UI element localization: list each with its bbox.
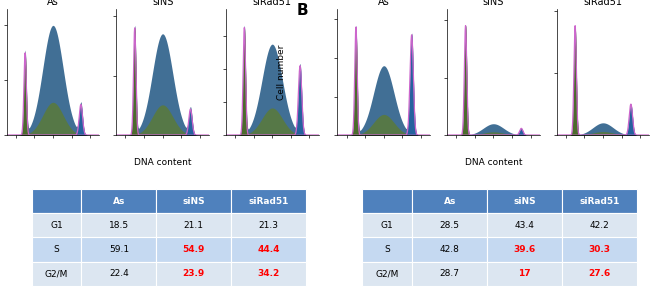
Bar [412,189,487,213]
Title: siRad51: siRad51 [583,0,623,7]
Bar [81,237,156,261]
Bar [31,213,81,237]
Bar [412,213,487,237]
Text: G2/M: G2/M [45,269,68,278]
Text: 43.4: 43.4 [515,221,535,230]
Text: 39.6: 39.6 [514,245,536,254]
Bar [232,261,306,286]
Bar [362,237,412,261]
Bar [487,237,562,261]
Text: B: B [297,3,308,17]
Text: siRad51: siRad51 [249,197,289,205]
Bar [562,237,637,261]
Bar [487,261,562,286]
Title: siRad51: siRad51 [253,0,292,7]
Text: S: S [384,245,390,254]
Text: DNA content: DNA content [464,158,522,167]
Text: 17: 17 [518,269,531,278]
Bar [362,261,412,286]
Bar [156,189,232,213]
Text: 23.9: 23.9 [182,269,205,278]
Title: siNS: siNS [483,0,504,7]
Text: Cell number: Cell number [277,44,286,100]
Bar [232,237,306,261]
Bar [362,213,412,237]
Bar [362,189,412,213]
Text: 28.5: 28.5 [440,221,460,230]
Text: As: As [113,197,125,205]
Bar [81,189,156,213]
Bar [156,213,232,237]
Bar [412,237,487,261]
Text: 54.9: 54.9 [182,245,205,254]
Bar [232,189,306,213]
Text: 34.2: 34.2 [258,269,280,278]
Bar [562,213,637,237]
Bar [81,261,156,286]
Text: As: As [443,197,456,205]
Text: G2/M: G2/M [376,269,399,278]
Text: G1: G1 [381,221,394,230]
Text: siNS: siNS [182,197,205,205]
Text: G1: G1 [50,221,63,230]
Bar [562,189,637,213]
Title: As: As [47,0,59,7]
Text: DNA content: DNA content [134,158,192,167]
Bar [31,261,81,286]
Bar [487,189,562,213]
Text: siRad51: siRad51 [579,197,620,205]
Text: 42.8: 42.8 [440,245,460,254]
Bar [81,213,156,237]
Bar [487,213,562,237]
Bar [31,189,81,213]
Text: S: S [54,245,59,254]
Text: 42.2: 42.2 [590,221,609,230]
Text: 18.5: 18.5 [109,221,129,230]
Text: 28.7: 28.7 [440,269,460,278]
Text: 22.4: 22.4 [109,269,129,278]
Text: 21.1: 21.1 [184,221,204,230]
Title: As: As [378,0,390,7]
Bar [232,213,306,237]
Text: 30.3: 30.3 [588,245,611,254]
Text: 59.1: 59.1 [109,245,129,254]
Title: siNS: siNS [152,0,173,7]
Bar [562,261,637,286]
Text: 27.6: 27.6 [588,269,611,278]
Bar [412,261,487,286]
Bar [31,237,81,261]
Text: siNS: siNS [513,197,536,205]
Text: 44.4: 44.4 [257,245,280,254]
Text: 21.3: 21.3 [258,221,279,230]
Bar [156,261,232,286]
Bar [156,237,232,261]
